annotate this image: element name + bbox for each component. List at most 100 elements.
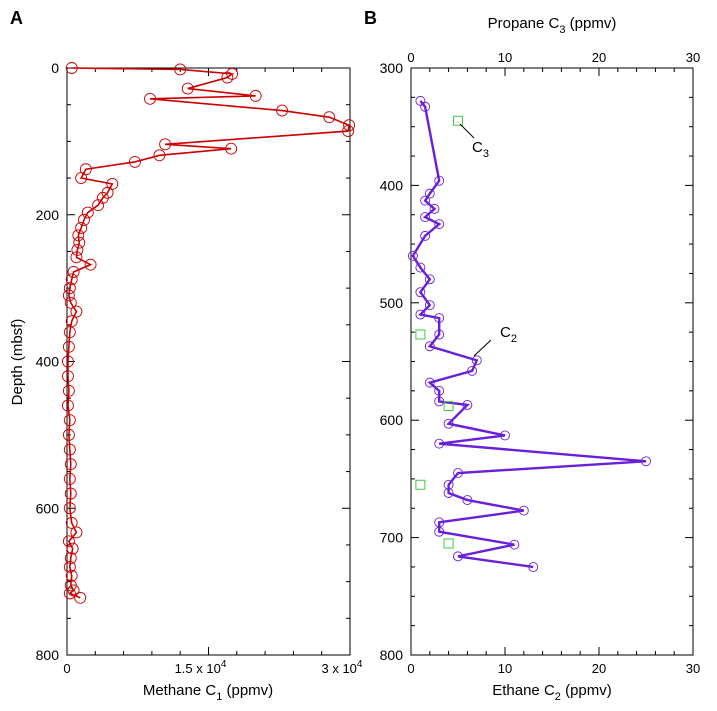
- panel-b-series-c2-point: [420, 212, 431, 223]
- panel-b-top-axis-title-unit: (ppmv): [566, 15, 617, 32]
- c3-annotation-leader: [459, 123, 475, 139]
- panel-b-y-tick-label: 400: [380, 177, 404, 193]
- panel-b-series-c3-point: [443, 401, 454, 412]
- panel-b-series-c2-point: [462, 399, 473, 410]
- panel-b-series-c2-point: [434, 329, 445, 340]
- panel-b-series-c2-point: [641, 456, 651, 467]
- c2-annotation-main: C: [500, 324, 511, 341]
- panel-a-plot-frame: [66, 67, 351, 656]
- panel-a-series: [61, 62, 356, 604]
- panel-a-y-tick-label: 800: [36, 647, 60, 663]
- panel-a-series-0-point: [63, 282, 76, 295]
- panel-a-series-0-point: [64, 296, 77, 309]
- panel-b-series-c2-point: [443, 479, 454, 490]
- panel-a-series-0-point: [65, 62, 78, 74]
- panel-a-y-tick-label: 600: [36, 500, 60, 516]
- panel-b-series-c2-point: [434, 175, 445, 186]
- panel-b-plot-frame: [410, 67, 694, 656]
- panel-a-series-0-point: [63, 561, 76, 573]
- panel-b-top-axis-title-main: Propane C: [488, 15, 560, 32]
- panel-b-series-c2-point: [415, 309, 426, 320]
- c2-annotation-sub: 2: [511, 333, 517, 345]
- panel-b-series-c2-point: [471, 355, 482, 366]
- panel-b-label: B: [364, 8, 377, 28]
- panel-b-series-c2-point: [429, 203, 440, 214]
- panel-a-x-tick-label-exponent: 4: [221, 659, 227, 670]
- panel-a-y-axis-title: Depth (mbsf): [9, 319, 26, 406]
- panel-a-series-0-point: [63, 472, 76, 485]
- panel-a-series-0-point: [67, 584, 80, 597]
- panel-b-series: [407, 95, 651, 572]
- panel-a-series-0-point: [323, 111, 336, 124]
- panel-b-series-c2-point: [407, 250, 418, 261]
- panel-b-x-tick-label: 20: [592, 661, 606, 676]
- panel-a-series-0-point: [70, 251, 83, 264]
- panel-b-top-axis-title-sub: 3: [559, 24, 565, 36]
- panel-b-y-tick-label: 600: [380, 412, 404, 428]
- panel-b-series-c2-point: [434, 438, 445, 449]
- panel-b-series-c2-point: [424, 274, 435, 285]
- panel-b-series-c3-point: [443, 538, 454, 549]
- panel-b-series-c2-point: [443, 418, 454, 429]
- panel-a-x-tick-label: 3 x 104: [322, 659, 363, 676]
- panel-b-series-c3-point: [453, 115, 463, 126]
- panel-a-series-0-point: [78, 213, 90, 226]
- c2-annotation-label: C2: [500, 324, 517, 345]
- panel-a-series-0-point: [63, 326, 76, 339]
- panel-a-series-0-point: [81, 206, 94, 219]
- panel-a-series-0-point: [72, 229, 85, 242]
- panel-a-series-0-point: [62, 384, 75, 397]
- panel-b-series-c2-line: [411, 100, 647, 569]
- panel-a-series-0-point: [61, 399, 74, 412]
- panel-b-series-c2-point: [434, 385, 445, 396]
- panel-a-series-0-point: [67, 266, 80, 278]
- panel-a-series-0-point: [181, 82, 194, 95]
- panel-a-x-axis-title-unit: (ppmv): [222, 682, 273, 699]
- panel-a-series-0-point: [225, 142, 238, 155]
- panel-a-series-0-point: [75, 172, 88, 185]
- panel-a-series-0-point: [65, 516, 78, 529]
- panel-a-series-0-point: [63, 414, 76, 427]
- panel-a-series-0-point: [66, 542, 79, 555]
- panel-b-series-c2-point: [518, 505, 529, 516]
- panel-b-series-c2-point: [462, 495, 473, 505]
- panel-b-x-axis-title: Ethane C2 (ppmv): [492, 682, 612, 703]
- panel-b-series-c2-point: [453, 468, 463, 478]
- panel-a-series-0-point: [343, 119, 356, 132]
- panel-b-y-tick-label: 700: [380, 530, 404, 546]
- panel-b-top-axis-title: Propane C3 (ppmv): [488, 15, 617, 36]
- panel-a-y-tick-label: 0: [51, 60, 59, 76]
- panel-b-series-c3-point: [415, 479, 426, 490]
- panel-a-series-0-point: [62, 535, 75, 548]
- panel-b-y-tick-label: 500: [380, 295, 404, 311]
- panel-b-series-c2-point: [420, 195, 431, 206]
- panel-b-series-c2-point: [434, 219, 445, 230]
- panel-b-x-axis-title-sub: 2: [555, 691, 561, 703]
- panel-a-series-0-point: [276, 104, 289, 117]
- panel-b-x-tick-label: 0: [407, 661, 414, 676]
- panel-a-series-0-point: [75, 222, 88, 234]
- panel-a-series-0-point: [144, 92, 156, 105]
- panel-a-series-0-point: [174, 63, 187, 76]
- c3-annotation-sub: 3: [483, 148, 489, 160]
- panel-b-series-c2-point: [420, 101, 431, 112]
- panel-a-series-0-point: [96, 191, 109, 204]
- panel-a-series-0-point: [64, 458, 77, 471]
- panel-b-series-c2-point: [415, 262, 426, 273]
- panel-a-series-0-point: [84, 258, 97, 271]
- panel-a-series-0-point: [226, 67, 239, 80]
- panel-a-series-0-point: [70, 526, 83, 539]
- panel-b-y-tick-label: 300: [380, 60, 404, 76]
- panel-a-x-axis-title-main: Methane C: [143, 682, 217, 699]
- panel-b-x-tick-label: 10: [498, 661, 512, 676]
- panel-b-x2-tick-label: 0: [407, 50, 414, 65]
- panel-a-x-axis-title: Methane C1 (ppmv): [143, 682, 273, 703]
- panel-a-series-0-point: [64, 487, 77, 500]
- panel-b-series-c2-point: [443, 488, 454, 498]
- panel-a-series-0-point: [92, 199, 105, 212]
- panel-a-series-0-point: [159, 138, 172, 151]
- panel-b-series-c2-point: [424, 377, 435, 388]
